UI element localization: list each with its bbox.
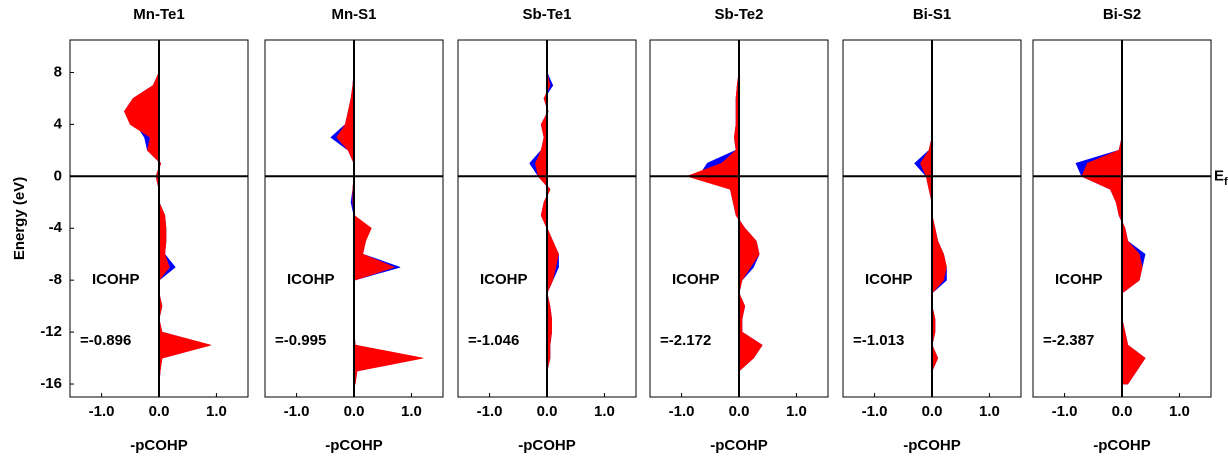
icohp-title: ICOHP: [865, 271, 913, 288]
x-tick-label: -1.0: [669, 403, 695, 420]
icohp-title: ICOHP: [92, 271, 140, 288]
x-axis-label: -pCOHP: [1093, 437, 1151, 454]
icohp-value: =-0.995: [275, 332, 326, 349]
y-tick-label: -12: [40, 323, 62, 340]
x-tick-label: 0.0: [1112, 403, 1133, 420]
cohp-area: [336, 72, 424, 385]
y-tick-label: 0: [54, 167, 62, 184]
y-tick-label: -4: [49, 219, 63, 236]
panel-title: Bi-S1: [913, 6, 951, 23]
icohp-value: =-1.013: [853, 332, 904, 349]
cohp-area: [686, 72, 763, 385]
fermi-label: E: [1214, 167, 1224, 184]
x-tick-label: 1.0: [979, 403, 1000, 420]
cohp-area: [124, 72, 212, 385]
x-tick-label: 0.0: [537, 403, 558, 420]
x-tick-label: 1.0: [401, 403, 422, 420]
x-tick-label: 0.0: [729, 403, 750, 420]
x-tick-label: 0.0: [344, 403, 365, 420]
y-tick-label: 8: [54, 63, 62, 80]
icohp-value: =-2.387: [1043, 332, 1094, 349]
x-axis-label: -pCOHP: [518, 437, 576, 454]
icohp-value: =-0.896: [80, 332, 131, 349]
x-tick-label: -1.0: [1052, 403, 1078, 420]
icohp-title: ICOHP: [480, 271, 528, 288]
x-tick-label: -1.0: [862, 403, 888, 420]
x-tick-label: 1.0: [1169, 403, 1190, 420]
x-axis-label: -pCOHP: [130, 437, 188, 454]
x-tick-label: -1.0: [477, 403, 503, 420]
panel-title: Mn-Te1: [133, 6, 184, 23]
y-axis-label: Energy (eV): [11, 177, 28, 260]
icohp-value: =-2.172: [660, 332, 711, 349]
x-tick-label: 1.0: [786, 403, 807, 420]
icohp-title: ICOHP: [1055, 271, 1103, 288]
panel-title: Sb-Te1: [523, 6, 572, 23]
icohp-title: ICOHP: [287, 271, 335, 288]
cohp-area: [914, 72, 947, 385]
y-tick-label: 4: [54, 115, 63, 132]
icohp-value: =-1.046: [468, 332, 519, 349]
x-tick-label: -1.0: [284, 403, 310, 420]
cohp-area: [920, 72, 947, 385]
x-tick-label: 0.0: [922, 403, 943, 420]
x-axis-label: -pCOHP: [325, 437, 383, 454]
x-tick-label: 1.0: [206, 403, 227, 420]
y-tick-label: -16: [40, 375, 62, 392]
x-axis-label: -pCOHP: [903, 437, 961, 454]
panel-title: Bi-S2: [1103, 6, 1141, 23]
icohp-title: ICOHP: [672, 271, 720, 288]
cohp-area: [330, 72, 421, 385]
panel-title: Mn-S1: [332, 6, 377, 23]
x-tick-label: -1.0: [89, 403, 115, 420]
fermi-label-sub: f: [1224, 176, 1228, 188]
y-tick-label: -8: [49, 271, 62, 288]
panel-title: Sb-Te2: [715, 6, 764, 23]
x-tick-label: 0.0: [149, 403, 170, 420]
x-axis-label: -pCOHP: [710, 437, 768, 454]
x-tick-label: 1.0: [594, 403, 615, 420]
